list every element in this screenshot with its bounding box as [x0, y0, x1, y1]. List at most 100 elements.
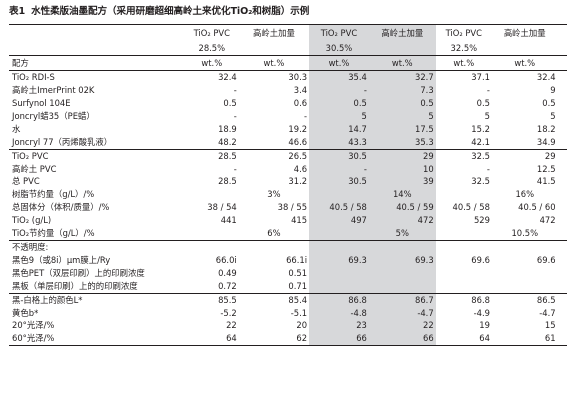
table-cell: 7.3 [368, 84, 436, 98]
table-cell: - [486, 163, 490, 174]
table-cell: 26.5 [238, 148, 310, 163]
table-cell: 32.5 [435, 148, 492, 163]
row-label: 60°光泽/% [9, 332, 185, 347]
table-cell: 48.2 [218, 136, 237, 147]
unit-cell: wt.% [491, 54, 558, 71]
table-cell: 19 [479, 320, 490, 331]
row-label: 水 [12, 123, 21, 134]
table-cell: 15 [544, 320, 556, 331]
unit-cell: wt.% [184, 54, 239, 71]
table-cell [185, 227, 239, 240]
table-row: Joncryl 77（丙烯酸乳液） 48.2 46.6 43.3 35.3 42.1 34.… [9, 135, 567, 150]
table-number: 表1 [9, 6, 26, 17]
header-row-1: TiO₂ PVC 高岭土加量 TiO₂ PVC 高岭土加量 TiO₂ PVC 高… [9, 24, 567, 41]
table-cell: 38 / 54 [207, 202, 237, 213]
table-cell: 0.5 [223, 98, 237, 109]
table-cell: 86.7 [368, 292, 436, 307]
table-cell: 86.8 [309, 292, 369, 307]
table-cell: 415 [291, 215, 308, 226]
table-cell: 35.3 [368, 135, 436, 150]
table-cell: 5 [484, 110, 490, 121]
table-row: 20°光泽/% 22 20 23 22 19 15 [9, 319, 567, 333]
table-body: TiO₂ RDI-S 32.4 30.3 35.4 32.7 37.1 32.4 高岭土Ime… [9, 70, 567, 347]
row-label: 总 PVC [12, 176, 40, 187]
table-caption: 表1 水性柔版油墨配方（采用研磨超细高岭土来优化TiO₂和树脂）示例 [9, 3, 309, 17]
table-cell: 30.5 [309, 148, 369, 163]
table-row: Joncryl蜡35（PE蜡） - -5 5 5 5 [9, 109, 567, 123]
table-cell: 9 [550, 85, 556, 96]
table-row: TiO₂ (g/L) 441 415 497 472 529 472 [9, 214, 567, 228]
table-cell [436, 227, 492, 240]
table-cell: 12.5 [536, 163, 556, 174]
table-cell: 32.4 [184, 70, 239, 85]
col-header-tio2-pvc-3: TiO₂ PVC [435, 24, 492, 41]
unit-cell: wt.% [238, 54, 310, 71]
unit-cell: wt.% [368, 54, 436, 71]
row-label: 黑色9（或8i）μm膜上/Ry [12, 254, 111, 265]
table-cell [491, 239, 558, 254]
table-cell: 10.5% [511, 228, 539, 239]
col-header-pvc-value-2: 30.5% [309, 41, 369, 56]
row-label: TiO₂ (g/L) [12, 215, 52, 226]
table-cell: 14% [368, 188, 436, 202]
col-header-tio2-pvc-2: TiO₂ PVC [309, 24, 369, 41]
table-cell: - [309, 84, 369, 98]
row-label: 黄色b* [12, 307, 39, 318]
table-cell: 64 [184, 332, 239, 347]
table-cell: 0.5 [368, 97, 436, 110]
table-cell [309, 266, 369, 280]
row-label: TiO₂ RDI-S [9, 70, 185, 85]
table-cell: -4.8 [309, 306, 369, 320]
table-cell: -5.2 [220, 307, 237, 318]
table-cell: 66 [309, 332, 369, 347]
row-label: Surfynol 104E [12, 98, 71, 109]
table-row: 黑色9（或8i）μm膜上/Ry 66.0i 66.1i 69.3 69.3 69.6 69.… [9, 253, 567, 267]
table-cell: 10 [368, 162, 436, 176]
table-row: 不透明度: [9, 239, 567, 254]
table-cell: 0.72 [218, 280, 237, 291]
row-label: 树脂节约量（g/L）/% [12, 189, 95, 200]
table-cell: 472 [368, 214, 436, 228]
table-cell: -4.9 [473, 307, 490, 318]
table-cell: 529 [473, 215, 490, 226]
table-cell: - [233, 85, 237, 96]
table-cell [368, 266, 436, 280]
table-cell: 22 [226, 320, 237, 331]
row-label: Joncryl蜡35（PE蜡） [12, 110, 95, 121]
table-cell: 39 [368, 175, 436, 189]
table-cell [309, 188, 369, 202]
table-cell [492, 280, 558, 293]
table-cell: 28.5 [218, 176, 237, 187]
table-cell: 69.6 [536, 254, 556, 265]
table-row: 60°光泽/% 64 62 66 66 64 61 [9, 332, 567, 347]
table-cell [436, 188, 492, 201]
table-cell: - [304, 110, 308, 121]
table-cell: 23 [309, 319, 369, 333]
table-cell: 32.5 [471, 176, 490, 187]
table-cell: 29 [368, 148, 436, 163]
table-cell: 64 [435, 332, 492, 347]
table-row: 高岭土ImerPrint 02K -3.4-7.3-9 [9, 84, 567, 98]
table-cell: 0.51 [288, 267, 308, 278]
table-row: TiO₂节约量（g/L）/% 6% 5% 10.5% [9, 227, 567, 241]
table-cell: 20 [296, 320, 308, 331]
table-cell [185, 188, 239, 201]
table-cell: 497 [309, 214, 369, 228]
table-cell: 42.1 [471, 136, 490, 147]
table-cell: 0.71 [288, 280, 308, 291]
table-cell: 14.7 [309, 122, 369, 136]
row-label: 20°光泽/% [12, 320, 55, 331]
table-cell: 0.5 [542, 98, 556, 109]
row-label: 黑色PET（双层印刷）上的印刷浓度 [12, 267, 145, 278]
table-cell: 3% [267, 189, 281, 200]
table-cell: 66 [368, 332, 436, 347]
table-cell: -4.7 [539, 307, 556, 318]
table-cell: 0.6 [293, 98, 308, 109]
formula-label: 配方 [9, 54, 185, 71]
table-cell: 18.9 [218, 123, 237, 134]
table-cell: 34.9 [536, 136, 556, 147]
unit-cell: wt.% [435, 54, 492, 71]
table-cell [184, 239, 239, 254]
table-cell [238, 239, 310, 254]
table-cell: 5 [368, 109, 436, 123]
